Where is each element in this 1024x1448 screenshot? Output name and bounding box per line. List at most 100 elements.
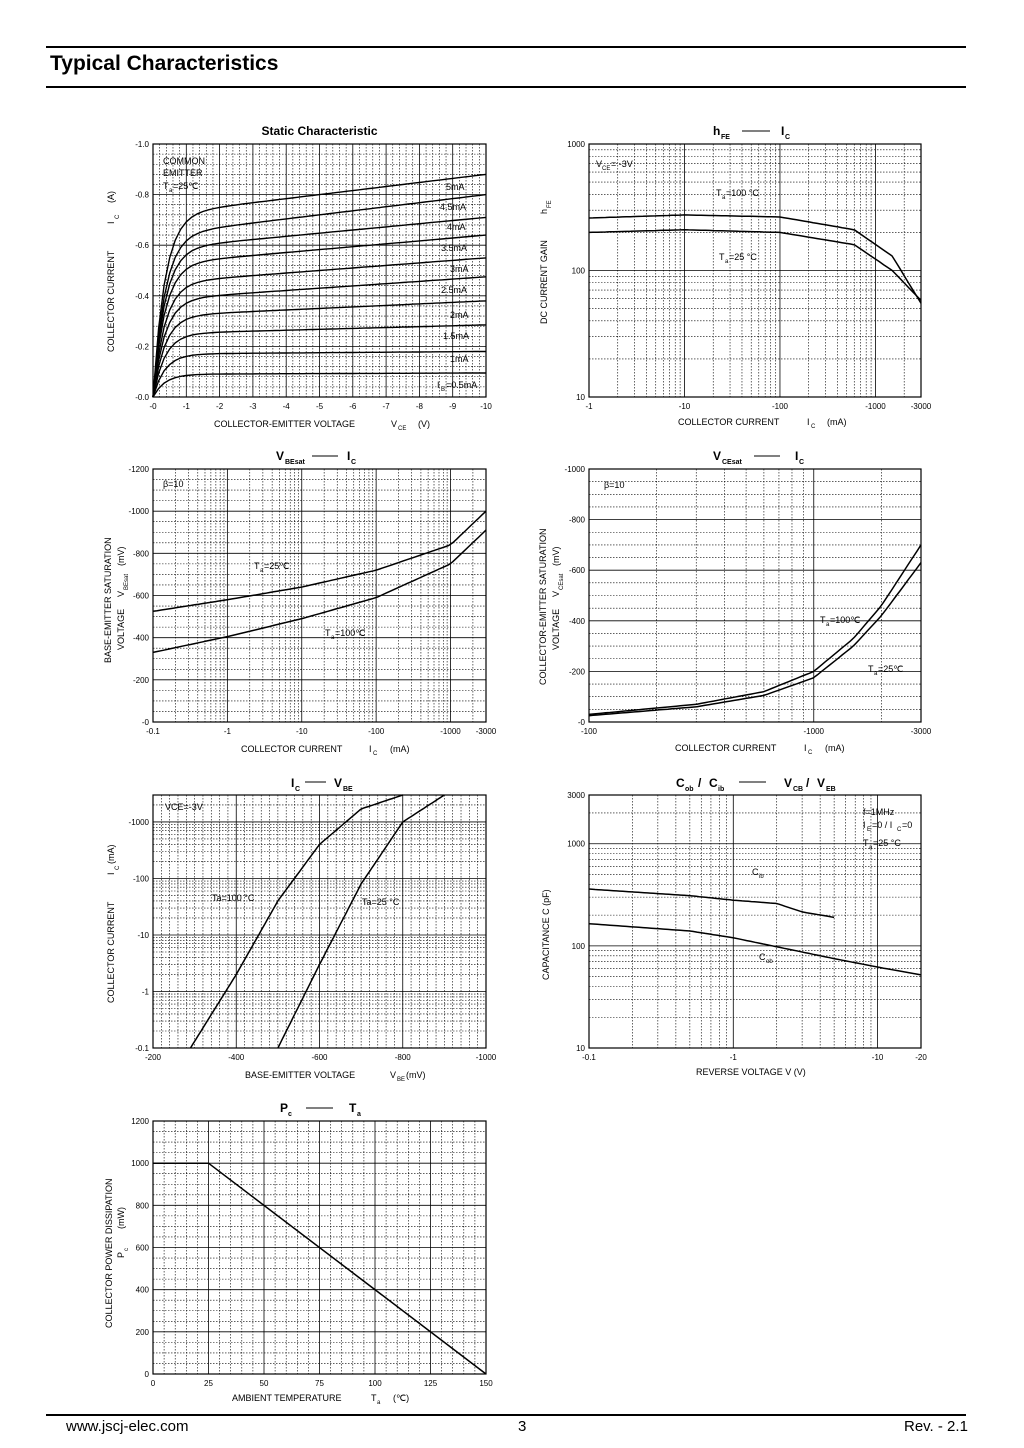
series-label: a (722, 195, 726, 201)
x-tick-label: -4 (283, 402, 291, 411)
y-axis-label: CAPACITANCE C (pF) (541, 889, 551, 980)
chart-title: P (280, 1101, 288, 1115)
annotation: = -3V (611, 159, 633, 169)
x-axis-label: C (808, 750, 813, 756)
x-tick-label: -1 (585, 402, 593, 411)
x-axis-label: V (391, 419, 397, 429)
x-axis-label: V (390, 1070, 396, 1080)
y-tick-label: -1000 (129, 507, 150, 516)
y-tick-label: -200 (569, 667, 586, 676)
chart-title: I (795, 449, 798, 463)
series-label: C (759, 952, 766, 962)
chart-title: V (334, 776, 342, 790)
x-axis-label: (mA) (390, 744, 410, 754)
x-tick-label: -1000 (865, 402, 886, 411)
series-line (152, 372, 486, 398)
annotation: =0 / I (872, 820, 892, 830)
x-axis-label: COLLECTOR-EMITTER VOLTAGE (214, 419, 355, 429)
x-tick-label: 0 (151, 1379, 156, 1388)
chart-title: FE (721, 134, 730, 141)
annotation: =25 °C (873, 838, 901, 848)
footer-page-number: 3 (518, 1418, 527, 1435)
chart-title: / (698, 776, 702, 790)
y-axis-label: FE (547, 200, 553, 208)
chart-title: EB (826, 786, 836, 793)
chart-title: I (347, 449, 350, 463)
x-axis-label: COLLECTOR CURRENT (241, 744, 343, 754)
y-axis-label: BASE-EMITTER SATURATION (103, 537, 113, 663)
footer-rule (46, 1414, 966, 1416)
y-tick-label: -0 (142, 718, 150, 727)
y-tick-label: 10 (576, 1044, 585, 1053)
x-tick-label: 150 (479, 1379, 493, 1388)
x-tick-label: -3 (249, 402, 257, 411)
y-tick-label: -0 (578, 718, 586, 727)
series-label: T (716, 188, 722, 198)
annotation: =0 (902, 820, 912, 830)
x-axis-label: (V) (418, 419, 430, 429)
y-axis-label: (mW) (116, 1207, 126, 1229)
y-axis-label: c (124, 1248, 130, 1251)
annotation: E (867, 827, 871, 833)
chart-title: / (806, 776, 810, 790)
x-tick-label: -2 (216, 402, 224, 411)
annotation: I (863, 820, 866, 830)
y-axis-label: (mV) (551, 547, 561, 567)
x-tick-label: -100 (772, 402, 789, 411)
x-tick-label: -1 (183, 402, 191, 411)
series-label: T (868, 664, 874, 674)
annotation: a (869, 845, 873, 851)
x-tick-label: -7 (383, 402, 391, 411)
footer-website: www.jscj-elec.com (66, 1418, 189, 1435)
y-axis-label: BEsat (124, 574, 130, 590)
y-axis-label: CEsat (559, 573, 565, 590)
chart-title: I (291, 776, 294, 790)
series-label: =25℃ (264, 561, 289, 571)
y-axis-label: C (115, 865, 121, 870)
y-tick-label: -100 (133, 874, 150, 883)
y-tick-label: -800 (569, 516, 586, 525)
annotation: CE (602, 166, 610, 172)
x-axis-label: T (371, 1393, 377, 1403)
x-axis-label: CE (398, 426, 406, 432)
x-axis-label: C (811, 424, 816, 430)
x-axis-label: REVERSE VOLTAGE V (V) (696, 1067, 806, 1077)
chart-title: h (713, 124, 720, 138)
x-tick-label: -1 (224, 727, 232, 736)
x-axis-label: (mA) (827, 417, 847, 427)
x-tick-label: -800 (395, 1053, 412, 1062)
static-frame (152, 143, 487, 398)
series-line (588, 228, 922, 301)
series-line (588, 544, 922, 716)
x-tick-label: -8 (416, 402, 424, 411)
x-tick-label: -1000 (476, 1053, 497, 1062)
annotation: V (596, 159, 602, 169)
series-label: =100℃ (335, 628, 365, 638)
chart-title: C (785, 134, 790, 141)
x-tick-label: -1 (730, 1053, 738, 1062)
series-label: =25 °C (729, 252, 757, 262)
y-tick-label: -400 (133, 634, 150, 643)
series-line (588, 888, 835, 919)
series-line (152, 234, 487, 398)
series-label: I (437, 380, 440, 390)
x-axis-label: I (807, 417, 810, 427)
chart-title: CEsat (722, 459, 743, 466)
x-axis-label: (mA) (825, 743, 845, 753)
series-label: =100 °C (726, 188, 759, 198)
series-line (152, 216, 487, 398)
y-tick-label: -1200 (129, 465, 150, 474)
x-tick-label: -400 (228, 1053, 245, 1062)
x-axis-label: (℃) (393, 1393, 409, 1403)
series-line (152, 324, 487, 398)
y-axis-label: C (115, 214, 121, 219)
x-tick-label: 50 (260, 1379, 269, 1388)
y-tick-label: 100 (572, 267, 586, 276)
y-tick-label: -1000 (129, 818, 150, 827)
y-tick-label: 400 (136, 1286, 150, 1295)
series-label: 3mA (450, 264, 469, 274)
y-tick-label: 10 (576, 393, 585, 402)
annotation: =25℃ (173, 181, 198, 191)
x-tick-label: -20 (915, 1053, 927, 1062)
